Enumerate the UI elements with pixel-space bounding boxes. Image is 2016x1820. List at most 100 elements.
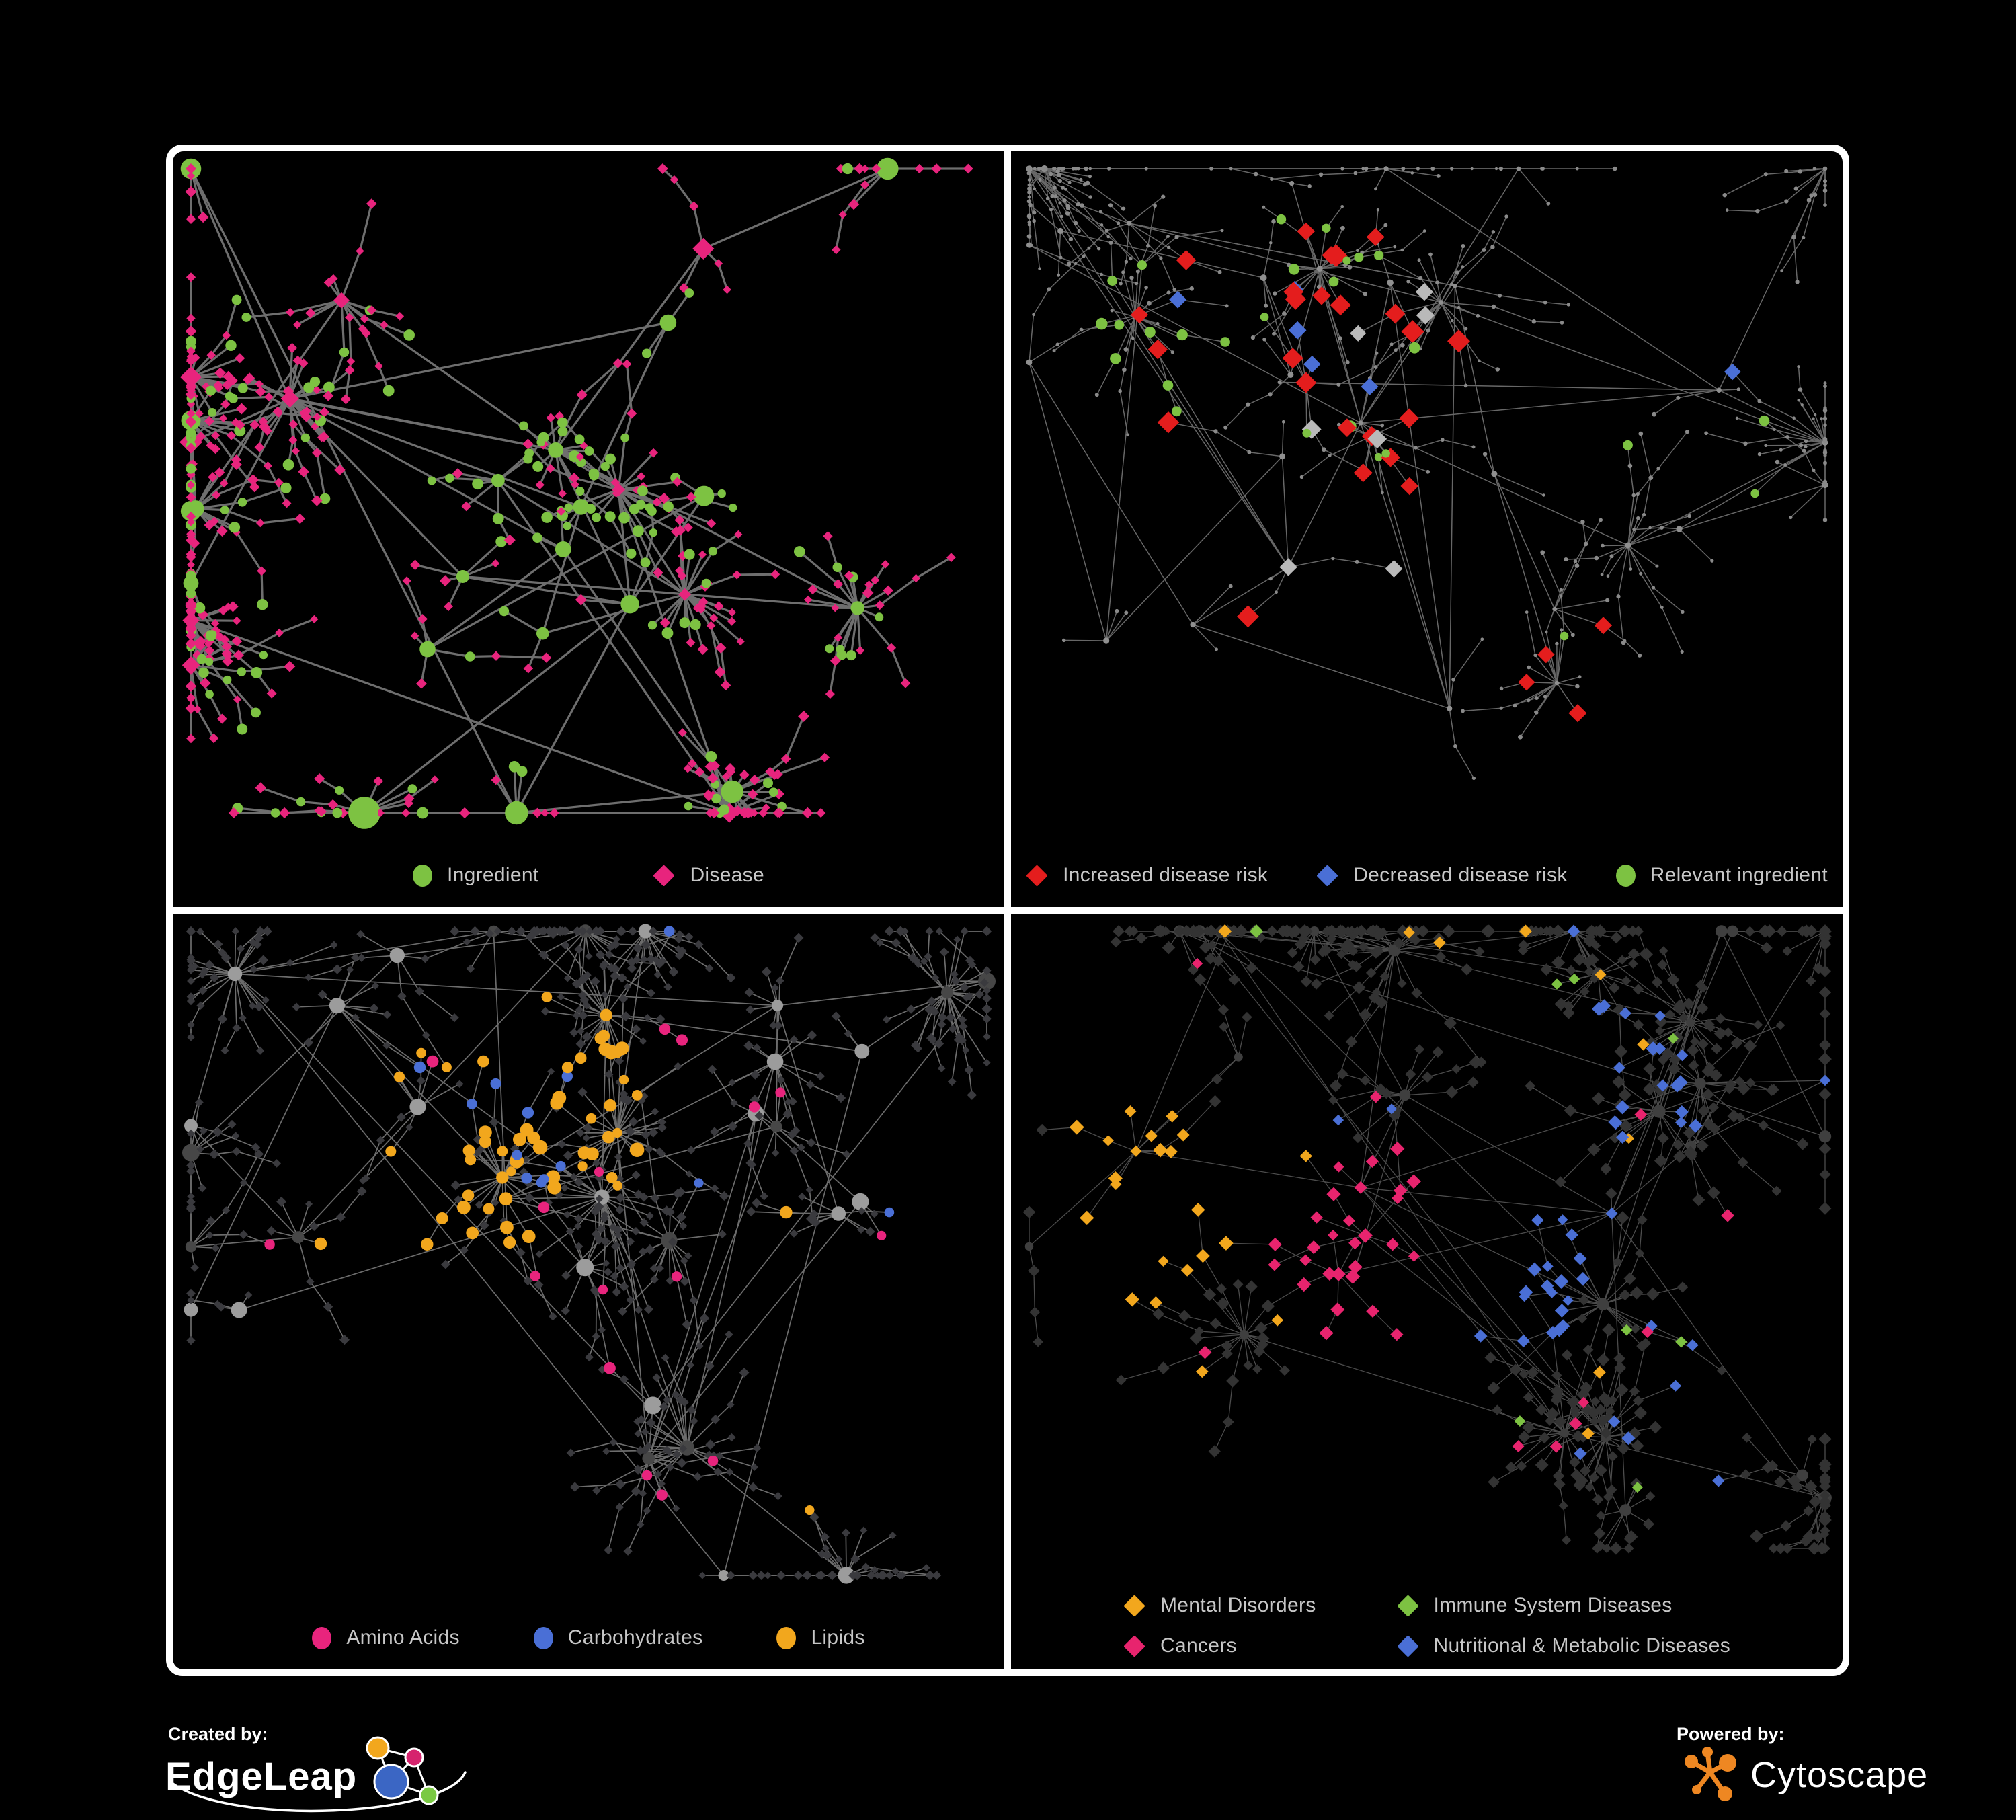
network-node [1373, 187, 1377, 191]
network-node [1336, 1068, 1348, 1080]
network-node [1648, 1421, 1662, 1434]
network-node [255, 1046, 264, 1055]
network-edge [216, 1131, 256, 1148]
network-node [718, 1570, 729, 1581]
network-edge [1141, 235, 1168, 266]
network-edge [1394, 931, 1574, 951]
network-node [208, 733, 218, 744]
network-node [692, 1472, 702, 1482]
network-node [1785, 435, 1789, 439]
network-edge [1558, 931, 1574, 963]
network-edge [1181, 334, 1225, 343]
network-edge [856, 606, 893, 649]
network-node [982, 1033, 991, 1041]
network-edge [617, 436, 626, 491]
legend-item: Decreased disease risk [1316, 864, 1567, 887]
network-edge [1359, 389, 1720, 424]
network-node [1734, 1076, 1744, 1086]
network-node [702, 789, 713, 800]
network-node [1508, 1363, 1521, 1376]
nodes-layer [182, 924, 996, 1584]
network-node [1605, 598, 1609, 603]
network-edge [1125, 223, 1129, 262]
network-node [185, 372, 196, 385]
network-edge [1611, 1367, 1621, 1401]
network-node [1477, 359, 1481, 362]
network-node [462, 1144, 475, 1157]
network-node [615, 1205, 624, 1214]
network-node [186, 1166, 196, 1176]
network-node [750, 1070, 760, 1080]
network-node [1152, 204, 1157, 208]
network-node [491, 473, 505, 487]
network-edge [1033, 220, 1040, 270]
network-edge [241, 487, 287, 504]
network-node [1035, 1123, 1048, 1136]
network-edge [1562, 1505, 1567, 1541]
network-node [709, 613, 718, 623]
network-node [186, 382, 195, 391]
network-node [1578, 1294, 1589, 1306]
network-node [1244, 1280, 1258, 1293]
network-node [1675, 1105, 1689, 1119]
network-node [1277, 380, 1282, 385]
network-edge [1802, 194, 1816, 239]
network-node [957, 1015, 967, 1025]
network-node [1365, 926, 1376, 937]
network-node [600, 990, 608, 998]
network-node [186, 1336, 196, 1345]
network-node [1057, 227, 1063, 234]
network-node [1569, 1404, 1580, 1416]
network-node [305, 308, 315, 319]
network-node [1218, 1236, 1234, 1251]
network-edge [1556, 629, 1562, 684]
network-node [577, 1161, 588, 1171]
network-edge [712, 617, 741, 643]
network-edge [1109, 204, 1129, 224]
network-node [1619, 1504, 1631, 1517]
network-node [1188, 286, 1194, 291]
network-node [1383, 166, 1389, 171]
network-node [1385, 303, 1405, 324]
network-node [403, 793, 414, 804]
network-edge [1544, 682, 1558, 697]
network-edge [1281, 456, 1289, 568]
network-node [1815, 1542, 1828, 1555]
network-node [1513, 1415, 1525, 1427]
network-edge [288, 321, 670, 400]
network-node [1126, 433, 1129, 437]
network-node [569, 1028, 578, 1037]
network-node [1654, 1154, 1668, 1168]
network-node [1027, 167, 1031, 171]
network-node [910, 1040, 920, 1051]
network-node [327, 799, 338, 810]
network-edge [828, 659, 837, 695]
network-edge [235, 530, 263, 572]
network-edge [1267, 1283, 1304, 1307]
network-edge [1229, 168, 1256, 175]
network-node [627, 926, 637, 936]
network-node [1791, 416, 1796, 420]
network-node [466, 1099, 477, 1109]
network-node [1689, 1037, 1699, 1047]
network-node [672, 1505, 680, 1513]
network-node [522, 1155, 530, 1164]
network-node [646, 988, 655, 998]
network-node [1029, 1306, 1040, 1318]
network-edge [1404, 1095, 1612, 1214]
network-node [366, 305, 376, 315]
network-node [1621, 1431, 1635, 1446]
network-node [1586, 1406, 1600, 1419]
network-edge [1681, 1021, 1691, 1056]
network-node [1819, 1008, 1830, 1020]
network-edge [598, 1205, 637, 1232]
network-node [565, 1227, 574, 1236]
network-node [1225, 1374, 1239, 1388]
network-node [614, 1503, 624, 1512]
network-edge [289, 944, 335, 963]
network-edge [962, 1025, 987, 1064]
network-node [211, 1244, 220, 1253]
network-edge [1572, 931, 1593, 961]
network-node [1656, 1079, 1668, 1092]
network-node [1455, 270, 1459, 275]
